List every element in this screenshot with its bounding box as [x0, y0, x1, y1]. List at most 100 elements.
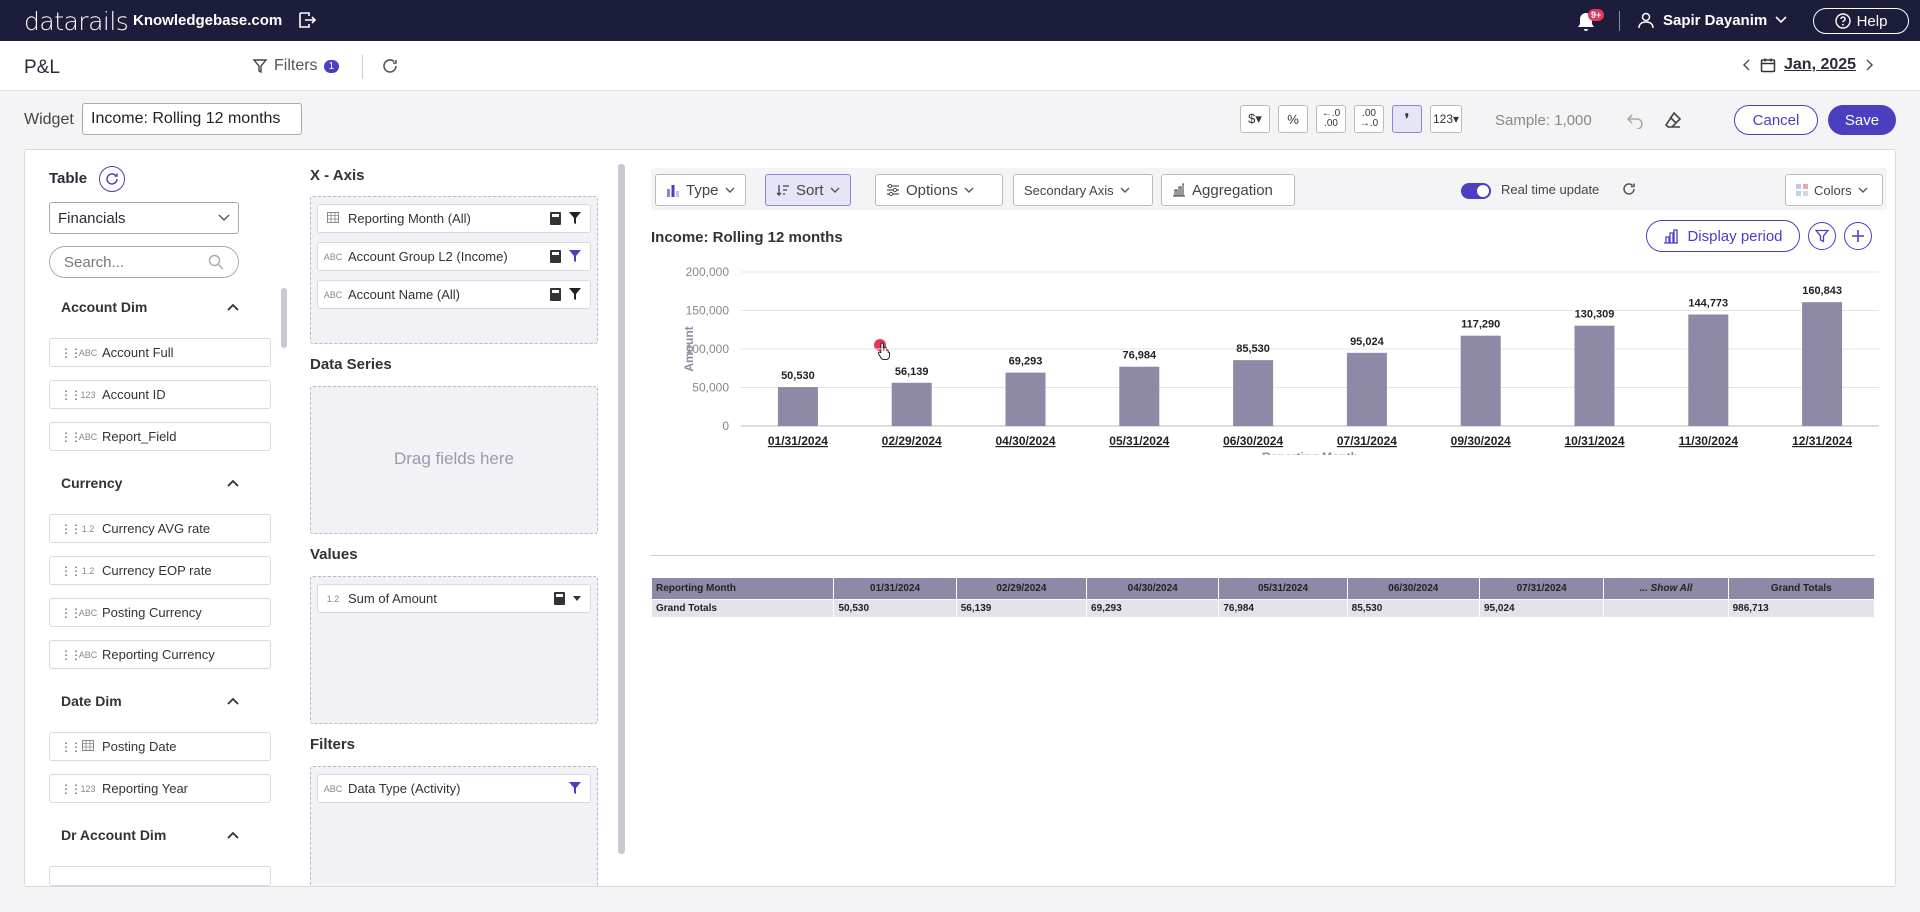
field-type-icon: ABC [78, 431, 98, 442]
percent-format-button[interactable]: % [1278, 105, 1308, 133]
sort-dropdown[interactable]: Sort [765, 174, 851, 206]
calculator-icon[interactable] [549, 287, 562, 302]
x-tick-label[interactable]: 07/31/2024 [1337, 434, 1397, 448]
user-menu[interactable]: Sapir Dayanim [1637, 11, 1787, 29]
number-format-button[interactable]: 123▾ [1430, 105, 1462, 133]
secondary-axis-dropdown[interactable]: Secondary Axis [1013, 174, 1153, 206]
sort-label: Sort [796, 181, 824, 199]
chevron-right-icon[interactable] [1864, 59, 1874, 71]
calculator-icon[interactable] [553, 591, 566, 606]
pivot-cell: 69,293 [1086, 599, 1220, 618]
table-select[interactable]: Financials [49, 202, 239, 234]
field-type-icon: 1.2 [81, 565, 95, 576]
increase-decimal-button[interactable]: .00 →.0 [1354, 105, 1384, 133]
calendar-icon[interactable] [1760, 57, 1776, 73]
calculator-icon[interactable] [549, 211, 562, 226]
field-item[interactable]: ⋮⋮ 1.2 Currency AVG rate [49, 514, 271, 543]
group-currency[interactable]: Currency [61, 475, 239, 491]
pivot-header-cell: 07/31/2024 [1478, 577, 1605, 600]
eraser-icon[interactable] [1664, 111, 1682, 129]
data-label: 85,530 [1236, 343, 1270, 355]
refresh-icon[interactable] [1621, 181, 1637, 197]
filters-dropzone[interactable]: ABC Data Type (Activity) [310, 766, 598, 886]
thousands-separator-button[interactable]: ❜ [1392, 105, 1422, 133]
bar [1802, 302, 1843, 426]
options-dropdown[interactable]: Options [875, 174, 1003, 206]
x-tick-label[interactable]: 04/30/2024 [995, 434, 1055, 448]
data-series-dropzone[interactable]: Drag fields here [310, 386, 598, 534]
cancel-button[interactable]: Cancel [1734, 105, 1818, 135]
y-tick-label: 200,000 [686, 265, 730, 279]
pivot-header-cell: 01/31/2024 [833, 577, 957, 600]
field-item[interactable]: ⋮⋮ 1.2 Currency EOP rate [49, 556, 271, 585]
decrease-decimal-button[interactable]: ←.0 .00 [1316, 105, 1346, 133]
calculator-icon[interactable] [549, 249, 562, 264]
type-dropdown[interactable]: Type [655, 174, 746, 206]
undo-icon[interactable] [1626, 111, 1644, 129]
field-item[interactable] [49, 866, 271, 886]
calendar-icon [318, 212, 348, 225]
config-scrollbar[interactable] [618, 164, 625, 854]
x-tick-label[interactable]: 02/29/2024 [882, 434, 942, 448]
chart-filter-button[interactable] [1808, 222, 1836, 250]
xaxis-field-account-group[interactable]: ABC Account Group L2 (Income) [317, 242, 591, 271]
xaxis-field-reporting-month[interactable]: Reporting Month (All) [317, 204, 591, 233]
field-name: Account Full [102, 345, 174, 360]
filter-active-icon[interactable] [568, 249, 582, 263]
table-refresh-button[interactable] [99, 166, 125, 192]
help-label: Help [1856, 12, 1888, 30]
filter-icon[interactable] [568, 211, 582, 225]
real-time-toggle[interactable] [1461, 183, 1491, 199]
exit-icon[interactable] [297, 10, 317, 30]
filters-button[interactable]: Filters 1 [252, 57, 340, 75]
xaxis-field-account-name[interactable]: ABC Account Name (All) [317, 280, 591, 309]
colors-dropdown[interactable]: Colors [1785, 174, 1883, 206]
field-item[interactable]: ⋮⋮ ABC Posting Currency [49, 598, 271, 627]
currency-format-button[interactable]: $▾ [1240, 105, 1270, 133]
group-account-dim[interactable]: Account Dim [61, 299, 239, 315]
field-item[interactable]: ⋮⋮ 123 Account ID [49, 380, 271, 409]
help-button[interactable]: Help [1813, 8, 1909, 34]
caret-down-icon[interactable] [572, 591, 582, 605]
period-value[interactable]: Jan, 2025 [1784, 56, 1857, 73]
bar [891, 382, 932, 426]
field-item[interactable]: ⋮⋮ ABC Report_Field [49, 422, 271, 451]
filters-field-data-type[interactable]: ABC Data Type (Activity) [317, 774, 591, 803]
x-tick-label[interactable]: 11/30/2024 [1679, 434, 1739, 448]
workspace-name[interactable]: Knowledgebase.com [133, 12, 283, 29]
x-tick-label[interactable]: 12/31/2024 [1792, 434, 1852, 448]
aggregation-button[interactable]: Aggregation [1161, 174, 1295, 206]
filter-active-icon[interactable] [568, 781, 582, 795]
pivot-cell: 85,530 [1346, 599, 1480, 618]
sidebar-scrollbar[interactable] [281, 288, 287, 348]
x-tick-label[interactable]: 09/30/2024 [1451, 434, 1511, 448]
pivot-header-row: Reporting Month 01/31/2024 02/29/2024 04/30… [650, 577, 1876, 600]
chart-add-button[interactable] [1844, 222, 1872, 250]
datarails-logo[interactable]: datarails [24, 7, 129, 36]
pivot-header-cell[interactable]: ... Show All [1603, 577, 1729, 600]
x-tick-label[interactable]: 06/30/2024 [1223, 434, 1283, 448]
refresh-icon[interactable] [381, 57, 399, 75]
x-tick-label[interactable]: 01/31/2024 [768, 434, 828, 448]
x-tick-label[interactable]: 10/31/2024 [1564, 434, 1624, 448]
data-label: 56,139 [895, 366, 929, 378]
widget-name-input[interactable] [82, 103, 302, 135]
values-dropzone[interactable]: 1.2 Sum of Amount [310, 576, 598, 724]
xaxis-heading: X - Axis [310, 167, 365, 184]
field-item[interactable]: ⋮⋮ 123 Reporting Year [49, 774, 271, 803]
save-button[interactable]: Save [1828, 105, 1896, 135]
values-field-sum-of-amount[interactable]: 1.2 Sum of Amount [317, 584, 591, 613]
field-type-icon: 1.2 [81, 523, 95, 534]
group-date-dim[interactable]: Date Dim [61, 693, 239, 709]
field-search-input[interactable]: Search... [49, 246, 239, 278]
group-dr-account-dim[interactable]: Dr Account Dim [61, 827, 239, 843]
x-tick-label[interactable]: 05/31/2024 [1109, 434, 1169, 448]
filter-icon[interactable] [568, 287, 582, 301]
xaxis-dropzone[interactable]: Reporting Month (All) ABC Account Group … [310, 196, 598, 344]
display-period-button[interactable]: Display period [1646, 220, 1800, 252]
field-item[interactable]: ⋮⋮ Posting Date [49, 732, 271, 761]
field-item[interactable]: ⋮⋮ ABC Account Full [49, 338, 271, 367]
pivot-table: Reporting Month 01/31/2024 02/29/2024 04/30… [650, 577, 1876, 618]
chevron-left-icon[interactable] [1742, 59, 1752, 71]
field-item[interactable]: ⋮⋮ ABC Reporting Currency [49, 640, 271, 669]
